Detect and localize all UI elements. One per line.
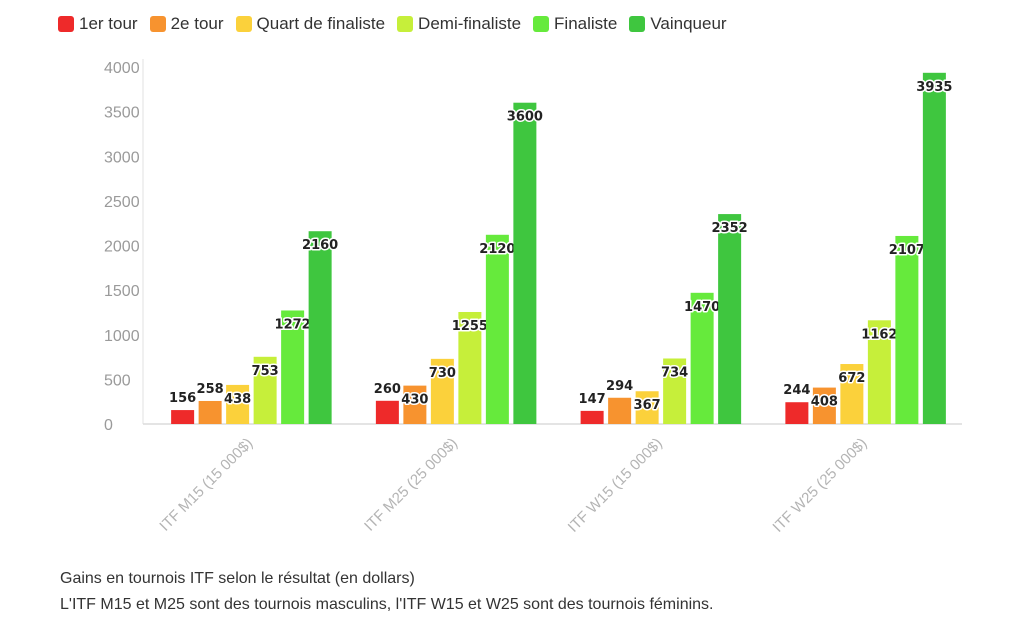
bar [171,410,195,424]
data-label: 408 [811,395,838,410]
bar [513,102,537,424]
x-tick-label: ITF W25 (25 000$) [769,435,870,536]
bar [403,385,427,424]
legend-item-2[interactable]: 2e tour [149,14,224,34]
bar [608,397,632,424]
data-label: 753 [252,364,279,379]
y-tick-label: 3500 [104,105,140,122]
bar [663,358,687,424]
y-tick-label: 4000 [104,60,140,77]
y-tick-label: 1000 [104,328,140,345]
data-label: 244 [783,383,810,398]
legend-item-6[interactable]: Vainqueur [629,14,727,34]
legend-item-1[interactable]: 1er tour [58,14,138,34]
legend-label: 2e tour [170,14,224,33]
bar [785,402,809,424]
legend-swatch [397,16,414,32]
x-tick-label: ITF M25 (25 000$) [361,435,461,535]
y-tick-label: 2000 [104,239,140,256]
legend-label: Quart de finaliste [256,14,386,33]
data-label: 2107 [889,243,925,258]
data-label: 294 [606,379,633,394]
bar [375,400,399,424]
data-label: 367 [634,398,661,413]
data-label: 2352 [712,221,748,236]
bar [895,235,919,424]
data-label: 730 [429,366,456,381]
legend-swatch [629,16,646,32]
data-label: 3600 [507,110,543,125]
bar [253,356,277,424]
legend-swatch [149,16,166,32]
data-label: 672 [838,371,865,386]
y-tick-label: 3000 [104,149,140,166]
x-tick-label: ITF M15 (15 000$) [156,435,256,535]
bar [840,364,864,424]
legend-label: Finaliste [554,14,618,33]
data-label: 156 [169,391,196,406]
data-label: 1272 [275,317,311,332]
legend-swatch [235,16,252,32]
legend-swatch [533,16,550,32]
y-tick-label: 1500 [104,283,140,300]
data-label: 2120 [479,242,515,257]
chart-caption-title: Gains en tournois ITF selon le résultat … [60,570,415,587]
data-label: 734 [661,365,688,380]
bar [485,234,509,424]
chart-legend: 1er tour 2e tour Quart de finaliste Demi-fi… [58,10,739,38]
bar [308,231,332,424]
bar [690,292,714,424]
bar [812,387,836,424]
data-label: 438 [224,392,251,407]
data-label: 1470 [684,300,720,315]
data-label: 1162 [861,327,897,342]
y-tick-label: 500 [104,372,131,389]
bar [580,410,604,424]
chart-caption-note: L'ITF M15 et M25 sont des tournois mascu… [60,596,714,613]
legend-label: 1er tour [79,14,138,33]
y-tick-label: 2500 [104,194,140,211]
legend-label: Vainqueur [650,14,727,33]
x-tick-label: ITF W15 (15 000$) [565,435,666,536]
data-label: 147 [579,392,606,407]
legend-item-4[interactable]: Demi-finaliste [397,14,521,34]
legend-swatch [58,16,74,32]
bar [635,391,659,424]
data-label: 430 [401,393,428,408]
y-tick-label: 0 [104,417,113,434]
legend-item-5[interactable]: Finaliste [533,14,617,34]
legend-label: Demi-finaliste [418,14,522,33]
bar [718,214,742,424]
bar [198,400,222,424]
data-label: 2160 [302,238,338,253]
data-label: 258 [197,382,224,397]
bar [922,72,946,425]
bar [430,358,454,424]
data-label: 260 [374,382,401,397]
bar [458,311,482,424]
legend-item-3[interactable]: Quart de finaliste [235,14,386,34]
data-label: 3935 [916,80,952,95]
bar [226,384,250,424]
data-label: 1255 [452,319,488,334]
bar [281,310,305,424]
bar [867,320,891,424]
